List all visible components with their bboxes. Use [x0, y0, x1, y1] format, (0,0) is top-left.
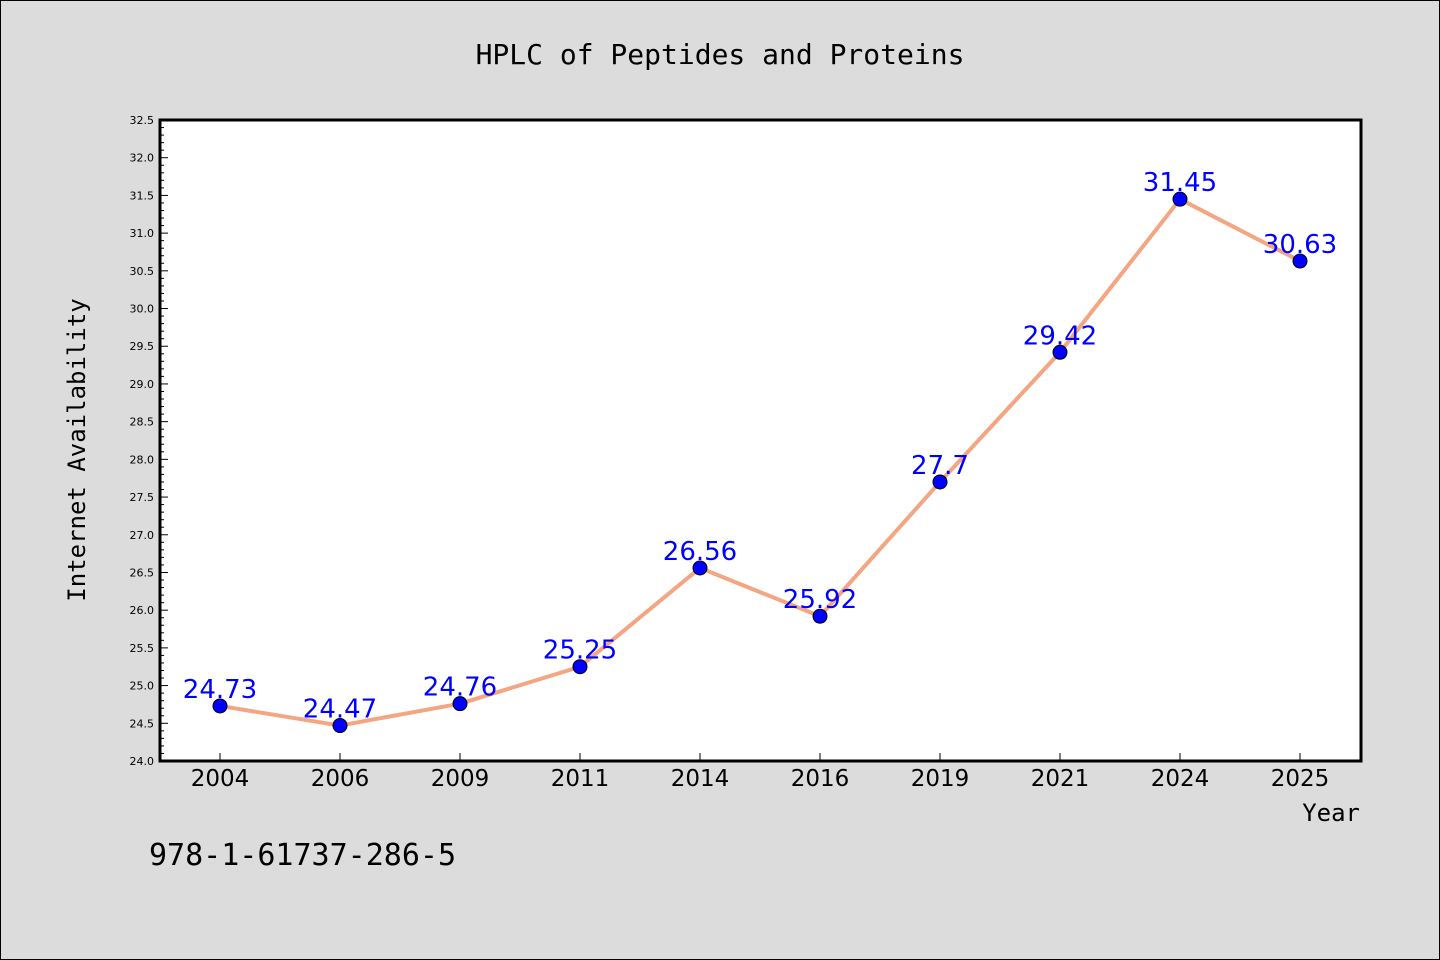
y-tick-label: 29.5 — [130, 340, 155, 353]
series-line — [218, 197, 1302, 728]
y-tick-label: 24.0 — [130, 755, 155, 768]
y-tick-label: 27.5 — [130, 491, 155, 504]
y-tick-label: 30.5 — [130, 265, 155, 278]
x-tick-label: 2024 — [1151, 766, 1210, 792]
data-label: 26.56 — [663, 537, 737, 567]
data-point — [212, 698, 228, 714]
data-point — [1052, 344, 1068, 360]
x-tick-label: 2021 — [1031, 766, 1090, 792]
y-axis-label: Internet Availability — [63, 298, 91, 601]
y-tick-label: 25.5 — [130, 642, 155, 655]
data-point — [692, 560, 708, 576]
y-tick-label: 28.0 — [130, 453, 155, 466]
x-axis: 2004 2006 2009 2011 2014 2016 2019 2021 2024 2025 — [191, 753, 1330, 792]
data-point — [932, 474, 948, 490]
isbn-footnote: 978-1-61737-286-5 — [149, 838, 456, 873]
y-tick-label: 26.5 — [130, 566, 155, 579]
x-tick-label: 2025 — [1271, 766, 1330, 792]
data-label: 29.42 — [1023, 321, 1097, 351]
data-label: 24.47 — [303, 695, 377, 725]
y-tick-label: 32.0 — [130, 152, 155, 165]
data-label: 25.25 — [543, 636, 617, 666]
y-tick-label: 30.0 — [130, 303, 155, 316]
plot-area — [158, 118, 1363, 763]
data-point — [1172, 191, 1188, 207]
x-tick-label: 2011 — [551, 766, 610, 792]
y-tick-label: 31.0 — [130, 227, 155, 240]
data-point — [572, 659, 588, 675]
y-tick-label: 25.0 — [130, 680, 155, 693]
y-tick-label: 29.0 — [130, 378, 155, 391]
x-tick-label: 2009 — [431, 766, 490, 792]
x-tick-label: 2006 — [311, 766, 370, 792]
x-tick-label: 2016 — [791, 766, 850, 792]
chart-title: HPLC of Peptides and Proteins — [476, 38, 965, 71]
data-labels-group: 24.73 24.47 24.76 25.25 26.56 25.92 27.7 29.42 3… — [183, 168, 1337, 724]
y-tick-label: 24.5 — [130, 717, 155, 730]
y-tick-label: 28.5 — [130, 416, 155, 429]
data-label: 25.92 — [783, 585, 857, 615]
markers-group — [212, 191, 1308, 734]
data-point — [332, 718, 348, 734]
y-tick-label: 32.5 — [130, 114, 155, 127]
data-label: 27.7 — [911, 451, 969, 481]
y-tick-label: 31.5 — [130, 189, 155, 202]
x-tick-label: 2004 — [191, 766, 250, 792]
y-axis: 24.0 24.5 25.0 25.5 26.0 26.5 27.0 27.5 28.0 28.5… — [130, 114, 168, 768]
data-point — [1292, 253, 1308, 269]
series-line-group — [218, 197, 1302, 728]
x-tick-label: 2019 — [911, 766, 970, 792]
y-tick-label: 26.0 — [130, 604, 155, 617]
data-label: 30.63 — [1263, 230, 1337, 260]
data-point — [812, 608, 828, 624]
data-point — [452, 696, 468, 712]
data-label: 24.73 — [183, 675, 257, 705]
y-tick-label: 27.0 — [130, 529, 155, 542]
data-label: 24.76 — [423, 673, 497, 703]
x-tick-label: 2014 — [671, 766, 730, 792]
x-axis-label: Year — [1302, 799, 1360, 827]
data-label: 31.45 — [1143, 168, 1217, 198]
